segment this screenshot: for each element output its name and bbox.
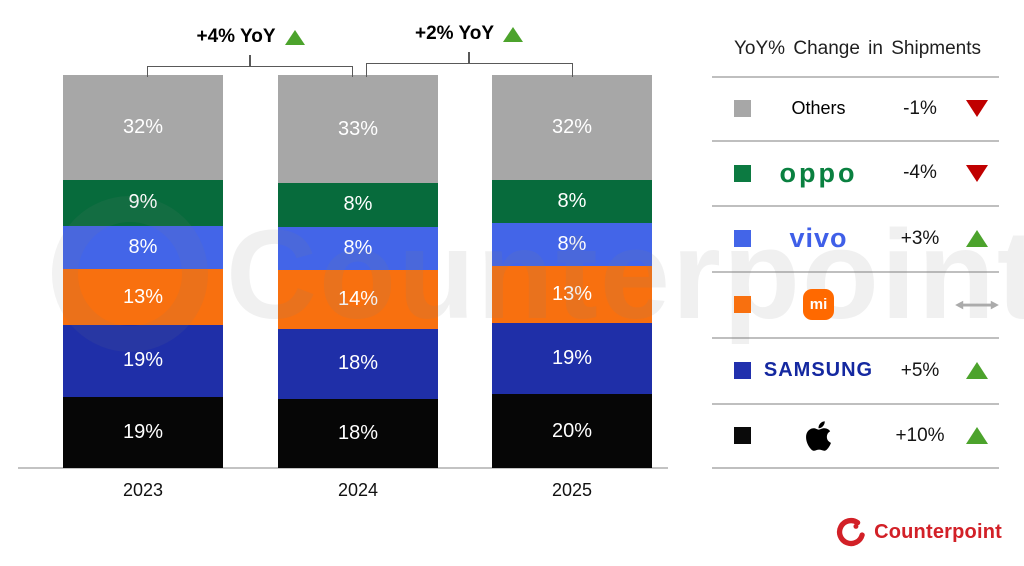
bracket-tick (468, 52, 470, 63)
bar-segment-oppo-2025: 8% (492, 179, 652, 223)
yoy-annotation-2024-text: +4% YoY (196, 26, 276, 47)
bar-segment-xiaomi-2025: 13% (492, 266, 652, 323)
bar-segment-apple-2024: 18% (278, 398, 438, 468)
counterpoint-logo: Counterpoint (836, 517, 1002, 547)
legend-separator (712, 140, 999, 142)
bar-segment-value: 18% (337, 352, 379, 375)
yoy-annotation-2025-text: +2% YoY (414, 23, 495, 44)
samsung-logo-icon: SAMSUNG (763, 359, 874, 381)
legend-separator (712, 337, 999, 339)
bracket-2023-2024 (147, 66, 353, 77)
bar-segment-samsung-2025: 19% (492, 322, 652, 394)
bar-segment-value: 19% (551, 346, 593, 369)
legend-swatch-apple (734, 427, 751, 444)
bar-segment-value: 8% (128, 235, 158, 258)
counterpoint-logo-icon (836, 517, 865, 547)
bar-segment-vivo-2023: 8% (63, 225, 223, 269)
legend-separator (712, 271, 999, 273)
bar-segment-value: 8% (557, 233, 587, 256)
legend-separator (712, 467, 999, 469)
yoy-change-vivo: +3% (900, 227, 940, 249)
legend-swatch-vivo (734, 230, 751, 247)
up-triangle-icon (284, 29, 305, 45)
yoy-change-samsung: +5% (900, 359, 940, 381)
legend-separator (712, 76, 999, 78)
up-triangle-icon (966, 362, 988, 379)
legend-row-vivo: vivo +3% (712, 206, 1000, 271)
bar-segment-others-2023: 32% (63, 74, 223, 180)
yoy-change-others: -1% (903, 97, 937, 119)
bracket-2024-2025 (366, 63, 573, 77)
legend-swatch-samsung (734, 362, 751, 379)
xiaomi-logo-icon: mi (803, 289, 834, 320)
legend-row-samsung: SAMSUNG +5% (712, 338, 1000, 403)
bar-segment-value: 19% (122, 420, 164, 443)
bar-segment-samsung-2024: 18% (278, 329, 438, 399)
x-tick-2023: 2023 (122, 480, 164, 500)
bar-segment-apple-2025: 20% (492, 394, 652, 468)
legend-title: YoY% Change in Shipments (734, 38, 982, 59)
counterpoint-logo-text: Counterpoint (874, 520, 1002, 543)
yoy-change-oppo: -4% (903, 162, 937, 183)
x-tick-2024: 2024 (337, 480, 379, 500)
bar-segment-value: 32% (551, 115, 593, 138)
legend-swatch-oppo (734, 164, 751, 182)
bar-segment-vivo-2024: 8% (278, 226, 438, 271)
bar-segment-vivo-2025: 8% (492, 222, 652, 267)
flat-arrow-icon (955, 300, 999, 309)
bar-segment-value: 13% (551, 282, 593, 305)
down-triangle-icon (966, 164, 988, 182)
legend-separator (712, 403, 999, 405)
vivo-logo-icon: vivo (789, 223, 848, 253)
yoy-annotation-2024: +4% YoY (148, 26, 353, 48)
bar-segment-oppo-2023: 9% (63, 179, 223, 226)
bar-segment-value: 32% (122, 115, 164, 138)
bar-segment-value: 18% (337, 421, 379, 444)
legend-row-oppo: oppo -4% (712, 141, 1000, 205)
x-tick-2025: 2025 (551, 480, 593, 500)
yoy-annotation-2025: +2% YoY (366, 23, 572, 45)
stacked-bar-2023: 19% 19% 13% 8% 9% 32% (63, 74, 223, 468)
bar-segment-others-2024: 33% (278, 75, 438, 183)
yoy-change-apple: +10% (895, 424, 945, 446)
bar-segment-value: 20% (551, 419, 593, 442)
legend-label-others: Others (791, 98, 846, 118)
xiaomi-logo-text: mi (809, 296, 828, 313)
up-triangle-icon (503, 26, 524, 42)
bar-segment-xiaomi-2023: 13% (63, 268, 223, 326)
bar-segment-value: 14% (337, 288, 379, 311)
bar-segment-value: 19% (122, 349, 164, 372)
stacked-bar-2024: 18% 18% 14% 8% 8% 33% (278, 75, 438, 468)
bar-segment-value: 8% (343, 236, 373, 259)
legend-row-apple: +10% (712, 404, 1000, 467)
bar-segment-value: 13% (122, 285, 164, 308)
legend-swatch-others (734, 100, 751, 117)
bar-segment-others-2025: 32% (492, 74, 652, 180)
oppo-logo-icon: oppo (779, 157, 858, 188)
up-triangle-icon (966, 230, 988, 247)
bar-segment-apple-2023: 19% (63, 396, 223, 468)
up-triangle-icon (966, 427, 988, 444)
x-axis-line (18, 467, 668, 469)
bar-segment-value: 8% (557, 189, 587, 212)
bar-segment-value: 8% (343, 193, 373, 216)
down-triangle-icon (966, 100, 988, 117)
apple-logo-icon (806, 420, 831, 451)
legend-row-others: Others -1% (712, 77, 1000, 140)
legend-row-xiaomi: mi (712, 272, 1000, 337)
stacked-bar-2025: 20% 19% 13% 8% 8% 32% (492, 74, 652, 468)
legend-swatch-xiaomi (734, 296, 751, 313)
bracket-tick (249, 55, 251, 66)
bar-segment-samsung-2023: 19% (63, 325, 223, 397)
legend-separator (712, 205, 999, 207)
bar-segment-value: 33% (337, 117, 379, 140)
bar-segment-value: 9% (128, 191, 158, 214)
bar-segment-xiaomi-2024: 14% (278, 270, 438, 330)
bar-segment-oppo-2024: 8% (278, 183, 438, 227)
